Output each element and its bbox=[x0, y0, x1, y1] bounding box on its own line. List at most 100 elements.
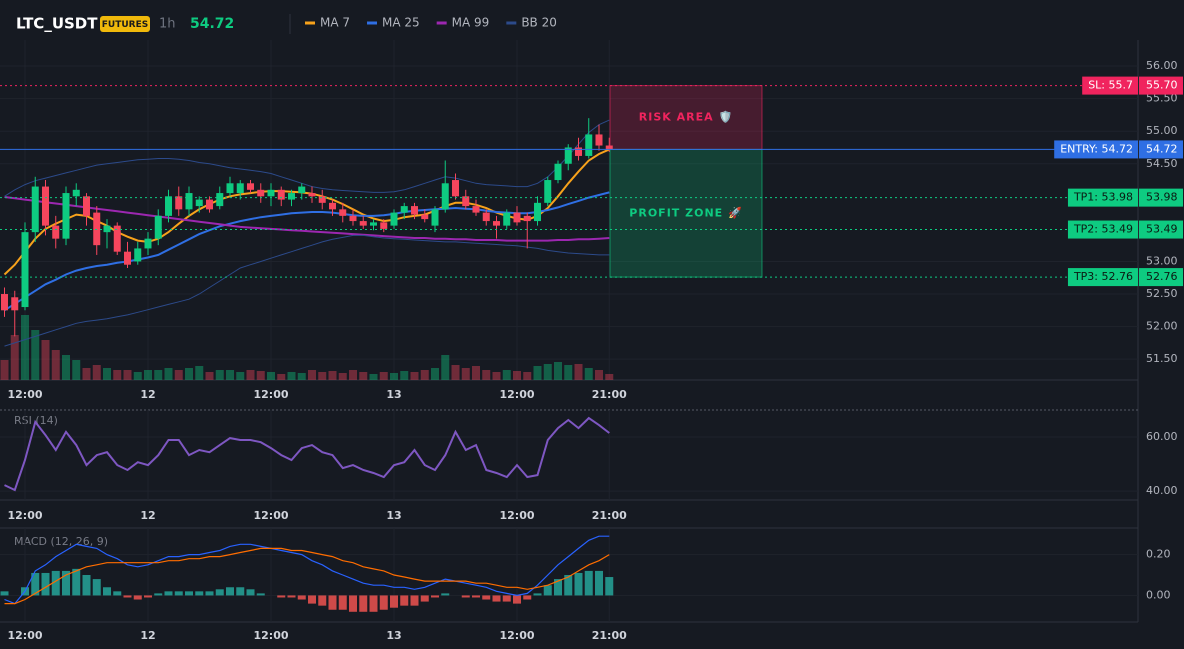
volume-bar bbox=[605, 374, 614, 380]
ma-line bbox=[4, 196, 610, 242]
level-value-bg bbox=[1139, 268, 1183, 287]
symbol: LTC_USDT bbox=[16, 15, 98, 33]
macd-hist-bar bbox=[41, 572, 50, 596]
level-tag-bg bbox=[1054, 140, 1138, 159]
candle-body bbox=[575, 147, 582, 156]
legend-label: MA 25 bbox=[382, 16, 420, 30]
candle-body bbox=[308, 193, 316, 197]
volume-bar bbox=[31, 330, 40, 380]
level-tag: TP2: 53.49 bbox=[1073, 223, 1133, 236]
level-tag-bg bbox=[1067, 268, 1138, 287]
level-value-bg bbox=[1139, 140, 1183, 159]
volume-bar bbox=[574, 364, 583, 380]
macd-hist-bar bbox=[185, 591, 193, 596]
volume-bar bbox=[472, 366, 480, 380]
candle-body bbox=[134, 248, 142, 262]
volume-bar bbox=[154, 370, 163, 380]
last-price: 54.72 bbox=[190, 16, 234, 32]
macd-hist-bar bbox=[379, 595, 388, 610]
level-value: 54.72 bbox=[1146, 142, 1178, 155]
candle-body bbox=[452, 180, 459, 197]
macd-hist-bar bbox=[431, 595, 439, 598]
candle-body bbox=[62, 193, 70, 239]
candle-body bbox=[93, 212, 101, 246]
candle-body bbox=[103, 225, 111, 233]
volume-bar bbox=[400, 371, 409, 380]
x-tick-label: 12 bbox=[140, 388, 155, 401]
volume-bar bbox=[21, 315, 29, 380]
zone-label: PROFIT ZONE 🚀 bbox=[629, 206, 742, 219]
macd-hist-bar bbox=[472, 595, 480, 598]
macd-hist-bar bbox=[297, 595, 306, 600]
volume-bar bbox=[502, 370, 511, 380]
volume-bar bbox=[379, 372, 388, 380]
volume-bar bbox=[297, 373, 306, 380]
y-tick-label: 55.00 bbox=[1146, 124, 1178, 137]
volume-bar bbox=[103, 368, 111, 380]
macd-hist-bar bbox=[51, 570, 60, 596]
volume-bar bbox=[185, 368, 193, 380]
candle-body bbox=[390, 212, 398, 226]
macd-hist-bar bbox=[410, 595, 419, 606]
volume-bar bbox=[308, 370, 316, 380]
level-tag-bg bbox=[1082, 76, 1138, 95]
level-value-bg bbox=[1139, 220, 1183, 239]
candle-body bbox=[482, 212, 490, 222]
x-tick-label: 12:00 bbox=[499, 629, 534, 642]
y-tick-label: 0.20 bbox=[1146, 548, 1171, 561]
macd-hist-bar bbox=[174, 591, 183, 596]
macd-hist-bar bbox=[318, 595, 327, 606]
level-tag: ENTRY: 54.72 bbox=[1060, 142, 1133, 155]
y-tick-label: 55.50 bbox=[1146, 92, 1178, 105]
x-tick-label: 12 bbox=[140, 629, 155, 642]
candle-body bbox=[124, 251, 131, 265]
macd-hist-bar bbox=[482, 595, 491, 600]
volume-bar bbox=[144, 370, 152, 380]
rsi-line bbox=[4, 416, 610, 492]
macd-hist-bar bbox=[564, 575, 573, 596]
volume-bar bbox=[205, 372, 214, 380]
volume-bar bbox=[431, 368, 439, 380]
candle-body bbox=[431, 209, 439, 226]
candle-body bbox=[42, 186, 49, 226]
volume-bar bbox=[533, 366, 542, 380]
volume-bar bbox=[410, 372, 419, 380]
macd-hist-bar bbox=[390, 595, 398, 608]
y-tick-label: 56.00 bbox=[1146, 59, 1178, 72]
volume-bar bbox=[390, 373, 398, 380]
volume-bar bbox=[328, 371, 337, 380]
macd-hist-bar bbox=[256, 593, 265, 596]
y-tick-label: 53.00 bbox=[1146, 254, 1178, 267]
candle-body bbox=[605, 145, 613, 150]
volume-bar bbox=[513, 371, 521, 380]
macd-hist-bar bbox=[287, 595, 296, 598]
macd-hist-bar bbox=[492, 595, 501, 602]
volume-bar bbox=[256, 371, 265, 380]
legend-label: MA 99 bbox=[452, 16, 490, 30]
macd-hist-bar bbox=[82, 575, 91, 596]
candle-body bbox=[370, 222, 377, 226]
candle-body bbox=[534, 202, 541, 222]
macd-hist-bar bbox=[226, 587, 234, 596]
macd-hist-bar bbox=[123, 595, 132, 598]
candle-body bbox=[411, 206, 418, 215]
candle-body bbox=[288, 193, 295, 200]
candle-body bbox=[206, 199, 213, 210]
x-tick-label: 12:00 bbox=[7, 388, 42, 401]
macd-hist-bar bbox=[584, 570, 593, 596]
macd-hist-bar bbox=[246, 589, 255, 596]
x-tick-label: 12:00 bbox=[253, 388, 288, 401]
candle-body bbox=[257, 189, 265, 197]
candle-body bbox=[400, 206, 408, 213]
volume-bar bbox=[359, 372, 368, 380]
badge-bg bbox=[100, 16, 150, 32]
x-tick-label: 12:00 bbox=[7, 509, 42, 522]
candle-body bbox=[472, 206, 480, 213]
macd-hist-bar bbox=[595, 570, 603, 596]
macd-hist-bar bbox=[113, 591, 122, 596]
candle-body bbox=[298, 186, 306, 194]
macd-hist-bar bbox=[62, 570, 70, 596]
level-tag: SL: 55.7 bbox=[1088, 79, 1133, 92]
volume-bar bbox=[267, 372, 275, 380]
y-tick-label: 40.00 bbox=[1146, 484, 1178, 497]
